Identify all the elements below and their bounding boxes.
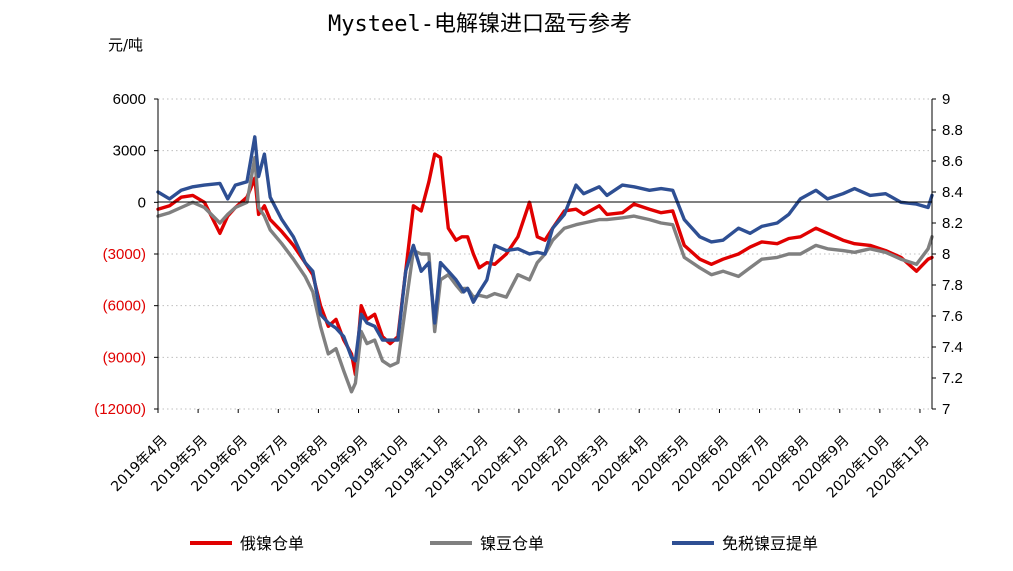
series-line-1 [156,155,934,394]
legend-label-russian-nickel: 俄镍仓单 [240,534,304,553]
legend-label-nickel-bean: 镍豆仓单 [480,534,544,553]
y-tick-label: (12000) [94,401,146,418]
y2-tick-label: 7.2 [942,370,963,387]
x-axis-ticks: 2019年4月2019年5月2019年6月2019年7月2019年8月2019年… [108,409,933,501]
y2-tick-label: 7.4 [942,339,963,356]
y-tick-label: (9000) [103,349,146,366]
y-tick-label: (3000) [103,246,146,263]
legend-item-russian-nickel-warrant: 俄镍仓单 [190,534,304,553]
y2-tick-label: 8.6 [942,153,963,170]
series-layer [156,135,934,394]
y2-tick-label: 8.4 [942,184,963,201]
series-line-2 [156,135,934,363]
y2-axis-ticks: 9 8.8 8.6 8.4 8.2 8 7.8 7.6 7.4 7.2 7 [932,91,963,418]
y-tick-label: 0 [138,194,146,211]
y-tick-label: 3000 [113,143,146,160]
y2-tick-label: 8.8 [942,122,963,139]
y-axis-ticks: 6000 3000 0 (3000) (6000) (9000) (12000) [94,91,158,418]
legend-item-nickel-bean-warrant: 镍豆仓单 [430,534,544,553]
y-tick-label: 6000 [113,91,146,108]
y2-tick-label: 8 [942,246,950,263]
legend-label-duty-free: 免税镍豆提单 [722,534,818,553]
chart-title: Mysteel-电解镍进口盈亏参考 [328,12,632,37]
y2-tick-label: 8.2 [942,215,963,232]
y2-tick-label: 7.8 [942,277,963,294]
y2-tick-label: 7 [942,401,950,418]
y2-tick-label: 7.6 [942,308,963,325]
series-line-0 [156,152,934,377]
y2-tick-label: 9 [942,91,950,108]
y-axis-unit: 元/吨 [108,36,143,54]
y-tick-label: (6000) [103,298,146,315]
legend: 俄镍仓单 镍豆仓单 免税镍豆提单 [190,534,818,553]
legend-item-duty-free-nickel-bean: 免税镍豆提单 [672,534,818,553]
